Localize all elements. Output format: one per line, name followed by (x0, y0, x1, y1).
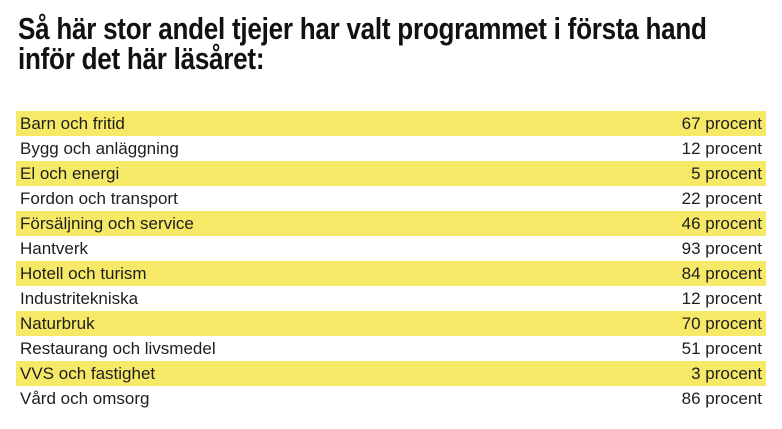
table-row: Restaurang och livsmedel 51 procent (16, 336, 766, 361)
table-row: Naturbruk 70 procent (16, 311, 766, 336)
percent-value: 93 procent (681, 239, 762, 258)
program-label: Vård och omsorg (20, 389, 150, 408)
table-row: Bygg och anläggning 12 procent (16, 136, 766, 161)
page-title: Så här stor andel tjejer har valt progra… (18, 11, 707, 76)
percent-value: 84 procent (681, 264, 762, 283)
percent-value: 5 procent (691, 164, 762, 183)
table-row: Barn och fritid 67 procent (16, 111, 766, 136)
table-row: VVS och fastighet 3 procent (16, 361, 766, 386)
percent-value: 70 procent (681, 314, 762, 333)
table-row: Fordon och transport 22 procent (16, 186, 766, 211)
percent-value: 46 procent (681, 214, 762, 233)
percent-value: 3 procent (691, 364, 762, 383)
program-label: Barn och fritid (20, 114, 125, 133)
program-label: Industritekniska (20, 289, 139, 308)
program-label: Hotell och turism (20, 264, 147, 283)
table-row: Hotell och turism 84 procent (16, 261, 766, 286)
program-label: El och energi (20, 164, 120, 183)
table-row: Industritekniska 12 procent (16, 286, 766, 311)
program-label: Naturbruk (20, 314, 95, 333)
program-label: VVS och fastighet (20, 364, 156, 383)
percent-value: 86 procent (681, 389, 762, 408)
percent-value: 51 procent (681, 339, 762, 358)
program-label: Hantverk (20, 239, 89, 258)
program-label: Restaurang och livsmedel (20, 339, 216, 358)
table-row: Vård och omsorg 86 procent (16, 386, 766, 411)
table-row: El och energi 5 procent (16, 161, 766, 186)
percent-value: 12 procent (681, 139, 762, 158)
program-label: Försäljning och service (20, 214, 194, 233)
percent-value: 12 procent (681, 289, 762, 308)
program-label: Bygg och anläggning (20, 139, 179, 158)
percent-value: 67 procent (681, 114, 762, 133)
program-label: Fordon och transport (20, 189, 178, 208)
table-row: Försäljning och service 46 procent (16, 211, 766, 236)
table-row: Hantverk 93 procent (16, 236, 766, 261)
program-share-table: Barn och fritid 67 procent Bygg och anlä… (16, 111, 766, 411)
percent-value: 22 procent (681, 189, 762, 208)
